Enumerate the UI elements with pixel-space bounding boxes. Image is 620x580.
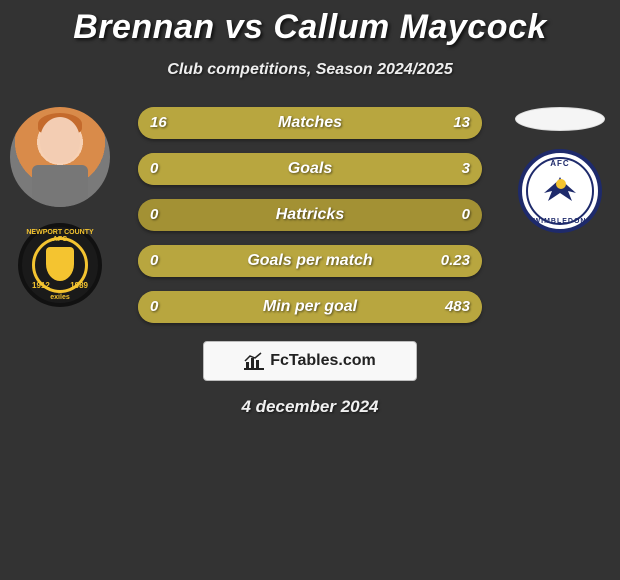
left-club-text-bottom: exiles <box>22 294 98 301</box>
footer-site-badge: FcTables.com <box>203 341 417 381</box>
right-player-oval <box>515 107 605 131</box>
stat-row: 00Hattricks <box>138 199 482 231</box>
stat-label: Matches <box>138 107 482 139</box>
left-player-avatar <box>10 107 110 207</box>
left-club-badge: NEWPORT COUNTY AFC 1912 1989 exiles <box>18 223 102 307</box>
page-subtitle: Club competitions, Season 2024/2025 <box>0 61 620 79</box>
footer-site-text: FcTables.com <box>270 352 376 370</box>
right-club-text-top: AFC <box>522 159 598 168</box>
left-club-year-right: 1989 <box>70 281 88 290</box>
stat-rows: 1613Matches 03Goals 00Hattricks 00.23Goals … <box>138 107 482 323</box>
stat-row: 1613Matches <box>138 107 482 139</box>
chart-icon <box>244 352 264 370</box>
stat-row: 0483Min per goal <box>138 291 482 323</box>
footer-date: 4 december 2024 <box>0 397 620 417</box>
stat-row: 00.23Goals per match <box>138 245 482 277</box>
stat-label: Min per goal <box>138 291 482 323</box>
stat-row: 03Goals <box>138 153 482 185</box>
page-title: Brennan vs Callum Maycock <box>0 0 620 47</box>
stat-label: Goals <box>138 153 482 185</box>
right-club-badge: AFC WIMBLEDON <box>518 149 602 233</box>
left-player-column: NEWPORT COUNTY AFC 1912 1989 exiles <box>0 107 120 307</box>
right-club-text-bottom: WIMBLEDON <box>522 218 598 225</box>
right-player-column: AFC WIMBLEDON <box>500 107 620 233</box>
left-club-text-top: NEWPORT COUNTY AFC <box>22 229 98 243</box>
stat-label: Hattricks <box>138 199 482 231</box>
stat-label: Goals per match <box>138 245 482 277</box>
left-club-year-left: 1912 <box>32 281 50 290</box>
